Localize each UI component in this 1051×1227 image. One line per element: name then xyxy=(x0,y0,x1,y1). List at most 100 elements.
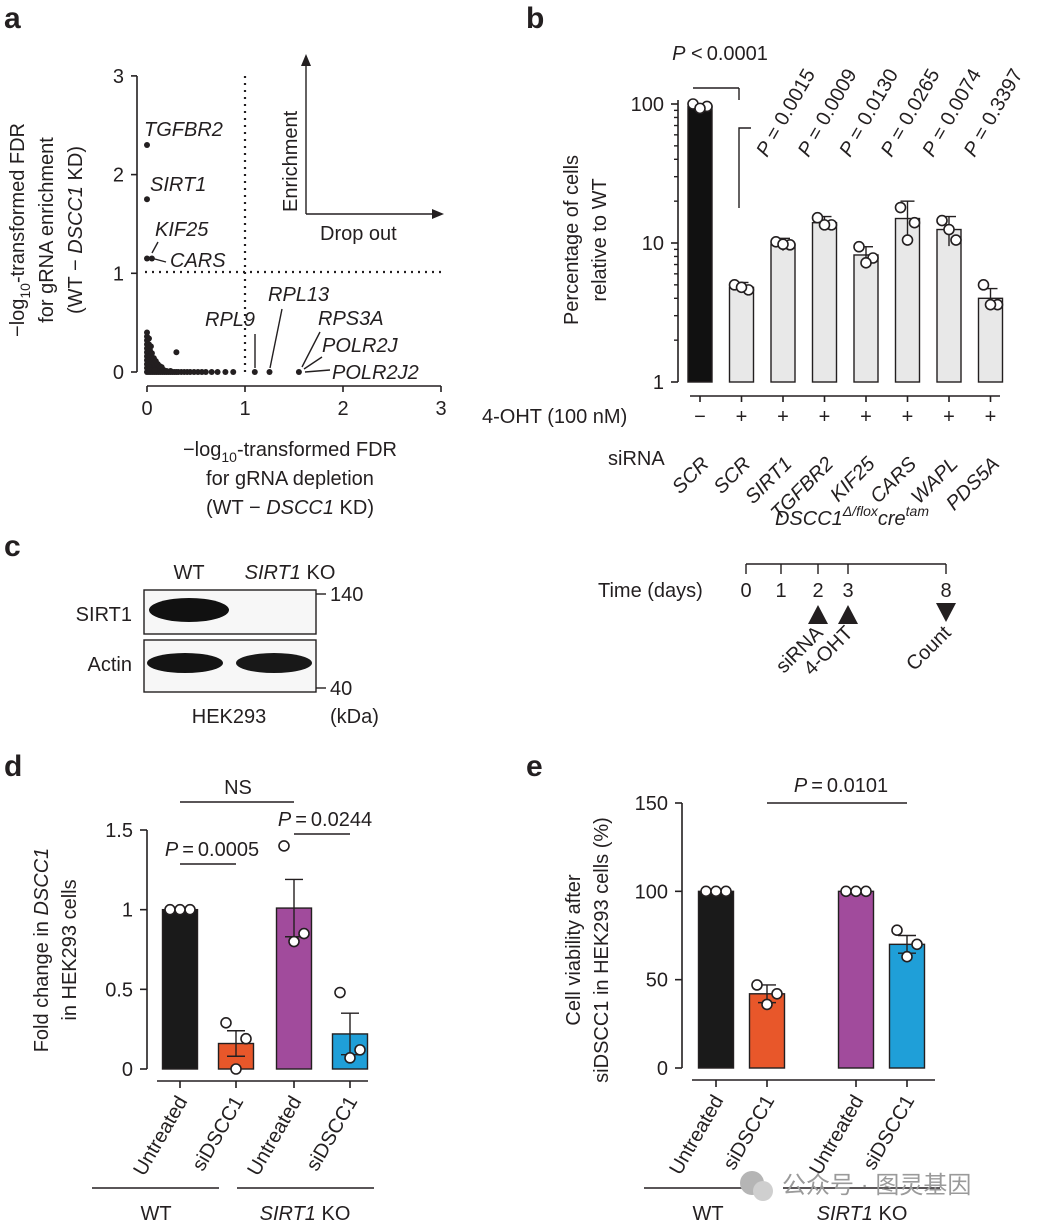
panel-d-bar: 00.511.5 UntreatedsiDSCC1UntreatedsiDSCC… xyxy=(31,777,374,1225)
b-point xyxy=(818,219,831,231)
e-ytick-label: 100 xyxy=(635,881,668,903)
e-group-wt: WT xyxy=(692,1203,723,1225)
a-leader-rps3a xyxy=(301,331,321,368)
b-y-label-line1: Percentage of cells xyxy=(561,155,583,325)
d-y-label-line2: in HEK293 cells xyxy=(59,879,81,1020)
d-point xyxy=(164,903,176,916)
panel-letter-d: d xyxy=(4,750,22,783)
d-group-wt: WT xyxy=(140,1203,171,1225)
a-point xyxy=(148,350,155,357)
a-point xyxy=(230,369,237,375)
a-point-tgfbr2 xyxy=(144,141,150,148)
d-point xyxy=(298,927,310,940)
b-point xyxy=(908,216,921,229)
a-leader-cars xyxy=(150,257,167,263)
e-bar xyxy=(888,943,926,1069)
b-point xyxy=(936,214,948,227)
e-bar xyxy=(837,890,875,1069)
b-point xyxy=(860,257,872,269)
b-timeline-day: 8 xyxy=(940,580,951,602)
watermark-text: 公众号 · 图灵基因 xyxy=(782,1172,971,1199)
b-bar xyxy=(977,297,1004,383)
a-inset-dropout-arrowhead xyxy=(432,209,444,219)
e-point xyxy=(720,885,732,898)
b-point xyxy=(977,279,990,291)
a-point-sirt1 xyxy=(144,196,150,203)
watermark: 公众号 · 图灵基因 xyxy=(740,1171,971,1201)
b-main-pvalue: P < 0.0001 xyxy=(672,43,768,65)
a-point xyxy=(222,369,229,375)
d-ytick-label: 0.5 xyxy=(105,979,133,1001)
a-point xyxy=(173,349,180,356)
b-treatment-sign: + xyxy=(902,406,914,428)
d-p1-label: P = 0.0005 xyxy=(165,839,259,861)
b-point xyxy=(950,234,962,246)
a-inset-enrichment-arrowhead xyxy=(301,54,311,66)
panel-c-blot: WT SIRT1 KO SIRT1 Actin 140 40 (kDa) HEK… xyxy=(76,562,379,728)
a-leader-rpl13 xyxy=(269,308,283,369)
b-treatment-sign: + xyxy=(819,406,831,428)
e-ytick-label: 0 xyxy=(657,1058,668,1080)
a-label-polr2j2: POLR2J2 xyxy=(332,362,419,384)
b-timeline-label: Time (days) xyxy=(598,580,703,602)
d-category-label: Untreated xyxy=(243,1093,306,1180)
e-point xyxy=(840,885,852,898)
c-lane-sirt1-ko: SIRT1 KO xyxy=(245,562,336,584)
b-timeline-day: 3 xyxy=(842,580,853,602)
b-sirna-row-label: siRNA xyxy=(608,448,665,470)
b-treatment-sign: + xyxy=(943,406,955,428)
a-point xyxy=(147,343,154,350)
panel-letter-a: a xyxy=(4,2,21,35)
e-category-label: siDSCC1 xyxy=(859,1092,919,1174)
b-timeline-day: 1 xyxy=(775,580,786,602)
d-category-label: Untreated xyxy=(129,1093,192,1180)
e-point xyxy=(771,987,783,1000)
b-point xyxy=(735,281,748,294)
b-secondary-bracket xyxy=(738,127,751,208)
a-point xyxy=(202,369,209,375)
a-inset-dropout-label: Drop out xyxy=(320,223,397,245)
b-timeline-day: 0 xyxy=(740,580,751,602)
d-ns-label: NS xyxy=(224,777,252,799)
a-label-cars: CARS xyxy=(170,250,226,272)
d-point xyxy=(278,840,290,852)
e-point xyxy=(860,885,872,898)
a-point xyxy=(214,369,221,375)
e-y-label-line1: Cell viability after xyxy=(563,874,585,1026)
e-point xyxy=(891,924,903,937)
b-treatment-sign: + xyxy=(985,406,997,428)
b-category-label: SCR xyxy=(668,453,713,498)
b-treatment-sign: + xyxy=(860,406,872,428)
a-point-rpl13 xyxy=(266,369,273,375)
e-ytick-label: 150 xyxy=(635,793,668,815)
b-treatment-sign: + xyxy=(777,406,789,428)
b-bar xyxy=(853,254,879,383)
a-y-label-line1: −log10-transformed FDR xyxy=(7,123,33,337)
b-bar xyxy=(687,105,713,383)
b-ytick-label: 10 xyxy=(642,233,664,255)
panel-letter-c: c xyxy=(4,530,21,563)
c-marker-140: 140 xyxy=(330,584,363,606)
b-point xyxy=(901,234,914,246)
b-point xyxy=(984,298,997,311)
d-ytick-label: 1.5 xyxy=(105,820,133,842)
e-category-label: Untreated xyxy=(805,1092,868,1179)
e-point xyxy=(700,885,712,898)
e-point xyxy=(751,979,763,991)
b-bar xyxy=(936,228,962,383)
a-inset-enrichment-label: Enrichment xyxy=(280,110,302,212)
b-y-label-line2: relative to WT xyxy=(589,178,611,301)
c-band-actin-ko xyxy=(236,653,312,673)
a-x-label-line1: −log10-transformed FDR xyxy=(183,439,397,465)
c-marker-kda: (kDa) xyxy=(330,706,379,728)
b-timeline-marker-down xyxy=(936,603,956,622)
b-timeline-marker-up xyxy=(838,605,858,624)
a-point xyxy=(208,369,215,375)
a-leader-polr2j2 xyxy=(304,369,331,373)
c-band-actin-wt xyxy=(147,653,223,673)
d-point xyxy=(184,903,196,916)
b-genotype-label: DSCC1Δ/floxcretam xyxy=(775,503,929,530)
b-point xyxy=(811,211,824,224)
a-label-rpl13: RPL13 xyxy=(268,284,329,306)
